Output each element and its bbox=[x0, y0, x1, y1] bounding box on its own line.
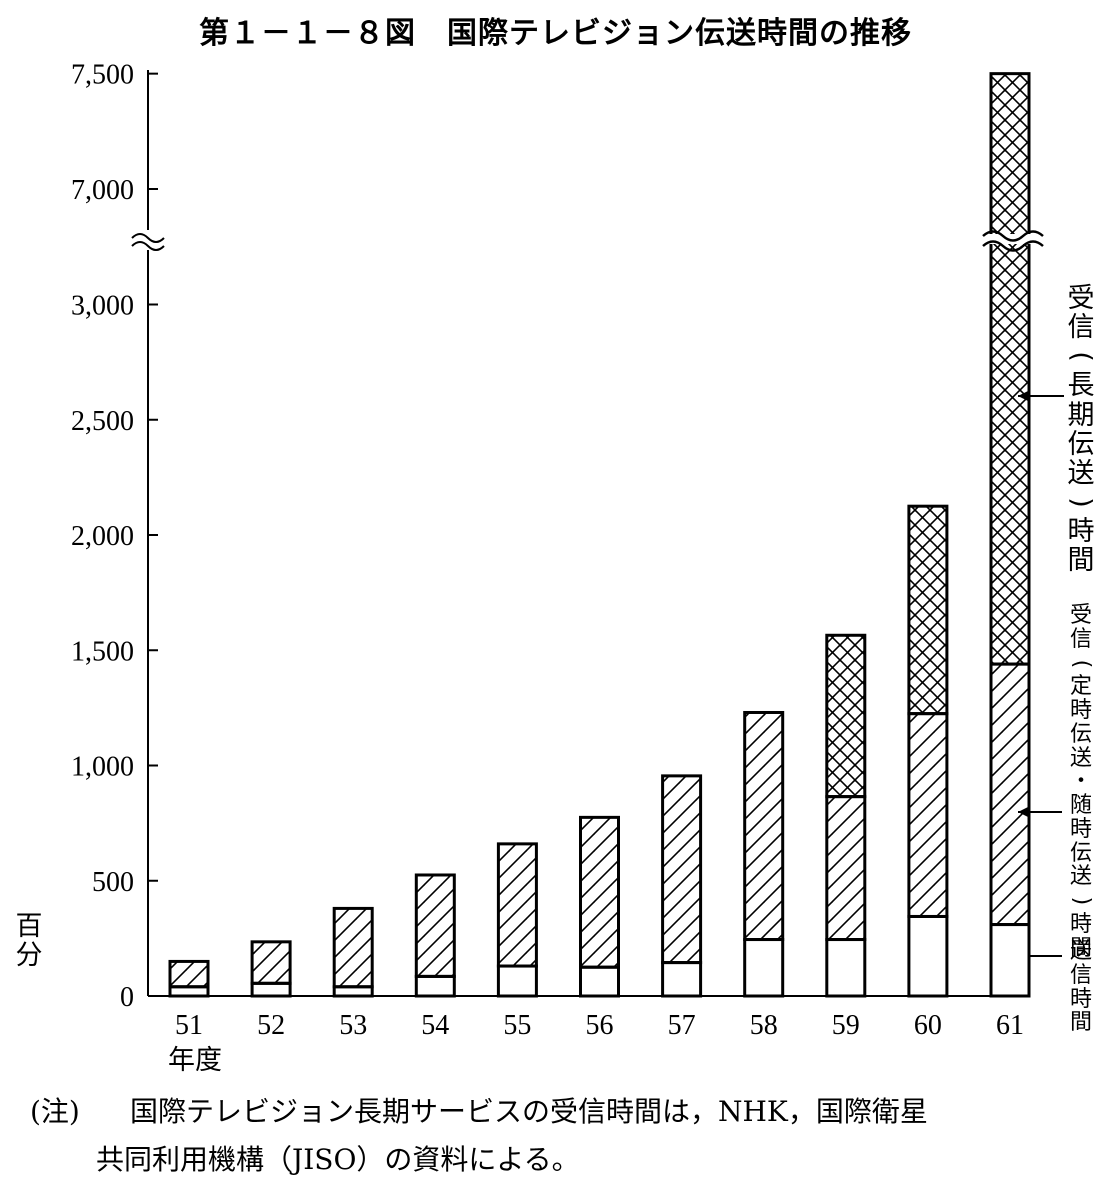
bar-segment bbox=[989, 662, 1031, 927]
tick-labels: 0 500 1,000 1,500 2,000 2,500 3,000 7,000 7,500 bbox=[71, 60, 134, 1013]
category-labels: 51 52 53 54 55 56 57 58 59 60 61 bbox=[175, 1010, 1024, 1041]
chart-title: 第１－１－８図 国際テレビジョン伝送時間の推移 bbox=[199, 16, 912, 51]
legend-label-send: 送信時間 bbox=[1069, 939, 1092, 1036]
category-label: 52 bbox=[257, 1010, 285, 1041]
legend-label-long: 受信(長期伝送) 時間 bbox=[1065, 283, 1097, 577]
category-label: 61 bbox=[996, 1010, 1024, 1041]
bar-segment bbox=[989, 923, 1031, 998]
y-tick-label: 1,500 bbox=[71, 636, 134, 667]
bar-segment bbox=[743, 710, 785, 942]
bar-segment bbox=[250, 940, 292, 985]
y-tick-label: 500 bbox=[92, 867, 134, 898]
bar-break-mark bbox=[982, 240, 1044, 252]
bar-segment bbox=[414, 873, 456, 978]
category-label: 59 bbox=[832, 1010, 860, 1041]
bar-segment bbox=[825, 795, 867, 942]
bar-segment bbox=[907, 914, 949, 998]
bar-segment bbox=[661, 961, 703, 998]
y-tick-label: 7,500 bbox=[71, 60, 134, 91]
category-label: 58 bbox=[750, 1010, 778, 1041]
bar-segment bbox=[414, 974, 456, 998]
category-label: 56 bbox=[586, 1010, 614, 1041]
category-label: 57 bbox=[668, 1010, 696, 1041]
category-label: 54 bbox=[421, 1010, 449, 1041]
bar-segment bbox=[332, 906, 374, 989]
bar-segment bbox=[907, 504, 949, 716]
note-line2: 共同利用機構（JISO）の資料による。 bbox=[96, 1143, 580, 1176]
y-tick-label: 2,500 bbox=[71, 406, 134, 437]
axis-break-mark bbox=[131, 241, 165, 251]
bar-segment bbox=[907, 712, 949, 918]
bar-segment bbox=[743, 938, 785, 998]
bars bbox=[168, 72, 1044, 998]
legend-label-regular: 受信(定時伝送・随時伝送) 時間 bbox=[1068, 603, 1094, 961]
bar-segment bbox=[825, 633, 867, 799]
axis-break-mark bbox=[131, 233, 165, 243]
note-prefix: (注) bbox=[30, 1095, 80, 1128]
bar-segment bbox=[579, 815, 620, 969]
bar-segment bbox=[579, 965, 620, 998]
bar-break-mark bbox=[982, 230, 1044, 242]
bar-segment bbox=[989, 72, 1031, 666]
bar-segment bbox=[250, 981, 292, 998]
category-label: 55 bbox=[503, 1010, 531, 1041]
xaxis-label: 年度 bbox=[168, 1045, 222, 1076]
unit-label: 百分 bbox=[15, 911, 43, 972]
bar-segment bbox=[661, 774, 703, 965]
bar-segment bbox=[825, 938, 867, 998]
category-label: 53 bbox=[339, 1010, 367, 1041]
note-line1: 国際テレビジョン長期サービスの受信時間は，NHK，国際衛星 bbox=[130, 1095, 928, 1128]
y-tick-label: 2,000 bbox=[71, 521, 134, 552]
y-tick-label: 1,000 bbox=[71, 752, 134, 783]
y-tick-label: 0 bbox=[120, 982, 134, 1013]
bar-segment bbox=[168, 959, 210, 989]
category-label: 60 bbox=[914, 1010, 942, 1041]
category-label: 51 bbox=[175, 1010, 203, 1041]
y-tick-label: 7,000 bbox=[71, 175, 134, 206]
bar-segment bbox=[496, 842, 538, 968]
y-tick-label: 3,000 bbox=[71, 291, 134, 322]
bar-segment bbox=[496, 964, 538, 998]
